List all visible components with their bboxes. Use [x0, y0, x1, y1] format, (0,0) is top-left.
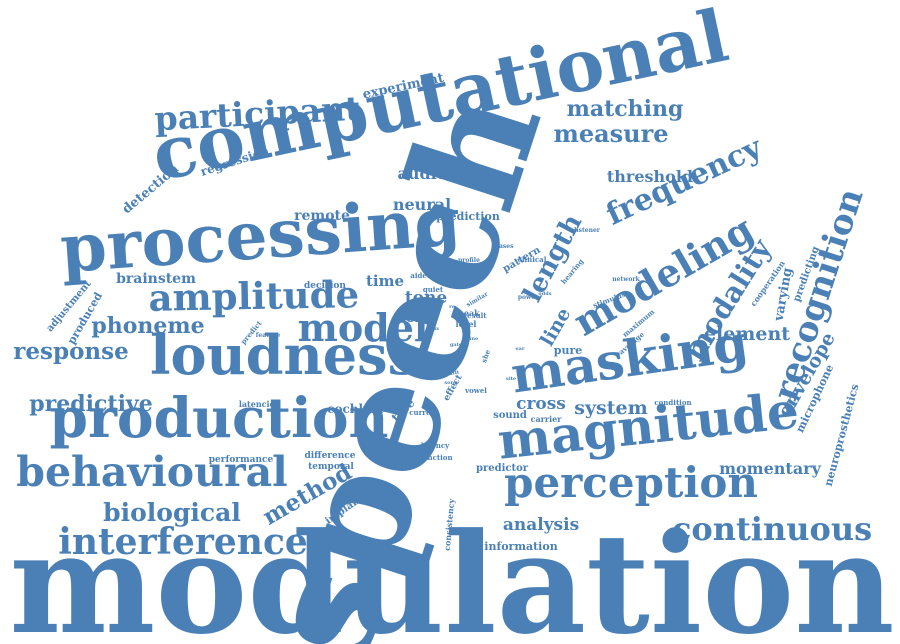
word-neuroprosthetics: neuroprosthetics [822, 383, 862, 488]
word-auditory: auditory [397, 164, 473, 183]
word-temporal: temporal [308, 462, 354, 472]
word-feature: feature [256, 332, 281, 339]
word-loudness: loudness [150, 323, 418, 387]
word-system: system [574, 397, 647, 419]
word-listener: listener [574, 227, 601, 234]
word-site: site [506, 376, 516, 382]
word-chain: chain [440, 368, 460, 378]
word-power: power [518, 294, 539, 301]
word-mix: mix [429, 326, 440, 332]
word-predictor: predictor [476, 463, 529, 474]
word-level: level [456, 319, 477, 329]
word-song: song [444, 380, 458, 386]
word-matching: matching [567, 96, 684, 122]
word-time: time [366, 272, 404, 290]
word-cochlear: cochlear [327, 402, 385, 416]
word-brainstem: brainstem [116, 271, 196, 287]
word-measure: measure [553, 119, 668, 148]
word-clinical: clinical [518, 255, 547, 264]
word-interference: interference [58, 521, 308, 563]
word-obey: obey [399, 347, 415, 354]
word-peak: peak [458, 308, 480, 318]
word-ear: ear [515, 346, 524, 352]
word-continuous: continuous [672, 510, 872, 548]
word-phase: phase [450, 278, 470, 285]
word-biases: biases [493, 243, 515, 250]
word-network: network [612, 276, 640, 283]
word-cross: cross [516, 394, 566, 414]
word-aided: aided [410, 271, 432, 280]
word-gate: gate [450, 342, 462, 348]
word-profile: profile [458, 257, 480, 264]
word-amplitude: amplitude [148, 272, 359, 320]
word-performance: performance [209, 455, 274, 465]
word-perception: perception [504, 458, 758, 507]
word-momentary: momentary [719, 459, 822, 478]
word-decision: decision [304, 281, 346, 291]
word-consistency: consistency [442, 498, 457, 551]
word-current: current [409, 408, 439, 417]
word-noise: noise [397, 311, 436, 326]
word-latency: latency [421, 441, 450, 450]
word-pure: pure [554, 344, 582, 357]
word-predictive: predictive [29, 391, 152, 417]
word-tone: tone [405, 288, 448, 308]
word-modulation: modulation [9, 502, 894, 644]
word-carrier: carrier [531, 414, 563, 424]
word-remote: remote [294, 208, 350, 224]
word-fine: fine [468, 336, 478, 342]
word-function: function [419, 453, 452, 462]
word-re: re [449, 304, 455, 310]
word-neural: neural [393, 195, 451, 214]
word-we: we [434, 363, 444, 375]
word-production: production [49, 385, 388, 450]
word-odds: odds [538, 291, 551, 297]
word-threshold: threshold [607, 167, 693, 186]
word-model: model [298, 305, 429, 350]
word-phoneme: phoneme [91, 313, 204, 339]
word-element: element [704, 323, 790, 345]
word-biological: biological [103, 498, 241, 527]
word-quiet: quiet [423, 285, 444, 294]
word-behavioural: behavioural [16, 448, 287, 496]
word-prediction: prediction [436, 210, 500, 223]
word-sound: sound [493, 410, 527, 421]
word-response: response [13, 338, 128, 365]
word-information: information [484, 540, 557, 553]
word-result: result [463, 311, 487, 320]
word-difference: difference [304, 451, 355, 461]
word-vowel: vowel [464, 386, 487, 395]
word-latencies: latencies [239, 399, 280, 409]
word-track: track [419, 354, 437, 361]
word-condition: condition [654, 398, 691, 407]
word-analysis: analysis [503, 515, 579, 535]
